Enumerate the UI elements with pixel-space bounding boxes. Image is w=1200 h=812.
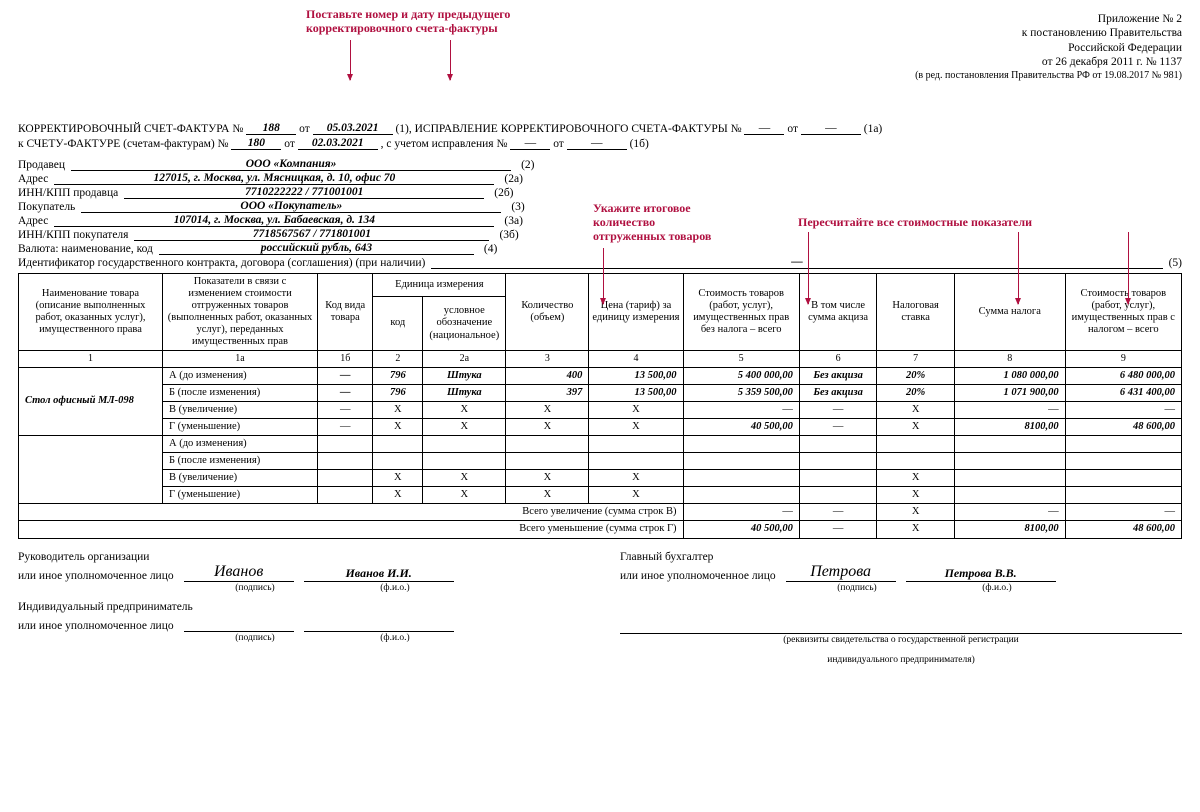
currency-row: Валюта: наименование, код российский руб… bbox=[18, 242, 1182, 255]
arrow-icon bbox=[350, 40, 351, 80]
arrow-icon bbox=[808, 232, 809, 304]
table-row: Б (после изменения) bbox=[19, 453, 1182, 470]
seller-addr-row: Адрес 127015, г. Москва, ул. Мясницкая, … bbox=[18, 172, 1182, 185]
main-table: Наименование товара (описание выполненны… bbox=[18, 273, 1182, 539]
arrow-icon bbox=[1128, 232, 1129, 304]
annotation-recalc: Пересчитайте все стоимостные показатели bbox=[798, 216, 1032, 230]
invoice-title-row: КОРРЕКТИРОВОЧНЫЙ СЧЕТ-ФАКТУРА № 188 от 0… bbox=[18, 122, 1182, 135]
table-row: Стол офисный МЛ-098 А (до изменения) — 7… bbox=[19, 367, 1182, 384]
table-total-g: Всего уменьшение (сумма строк Г) 40 500,… bbox=[19, 521, 1182, 538]
table-row: А (до изменения) bbox=[19, 436, 1182, 453]
seller-row: Продавец ООО «Компания» (2) bbox=[18, 158, 1182, 171]
table-total-v: Всего увеличение (сумма строк В) — — Х —… bbox=[19, 504, 1182, 521]
table-row: Г (уменьшение) —Х ХХ Х 40 500,00 —Х 8100… bbox=[19, 419, 1182, 436]
table-row: В (увеличение) —Х ХХ Х— —Х —— bbox=[19, 402, 1182, 419]
signature-block: Руководитель организации или иное уполно… bbox=[18, 551, 1182, 665]
annotation-prev-invoice: Поставьте номер и дату предыдущего корре… bbox=[306, 8, 510, 36]
table-row: В (увеличение)ХХХХХ bbox=[19, 470, 1182, 487]
appendix-header: Приложение № 2 к постановлению Правитель… bbox=[18, 12, 1182, 82]
seller-innkpp-row: ИНН/КПП продавца 7710222222 / 771001001 … bbox=[18, 186, 1182, 199]
table-row: Г (уменьшение)ХХХХХ bbox=[19, 487, 1182, 504]
annotation-qty: Укажите итоговое количество отгруженных … bbox=[593, 202, 711, 243]
invoice-ref-row: к СЧЕТУ-ФАКТУРЕ (счетам-фактурам) № 180 … bbox=[18, 137, 1182, 150]
arrow-icon bbox=[603, 248, 604, 304]
table-row: Б (после изменения) — 796 Штука 397 13 5… bbox=[19, 384, 1182, 401]
arrow-icon bbox=[450, 40, 451, 80]
contract-row: Идентификатор государственного контракта… bbox=[18, 256, 1182, 269]
arrow-icon bbox=[1018, 232, 1019, 304]
